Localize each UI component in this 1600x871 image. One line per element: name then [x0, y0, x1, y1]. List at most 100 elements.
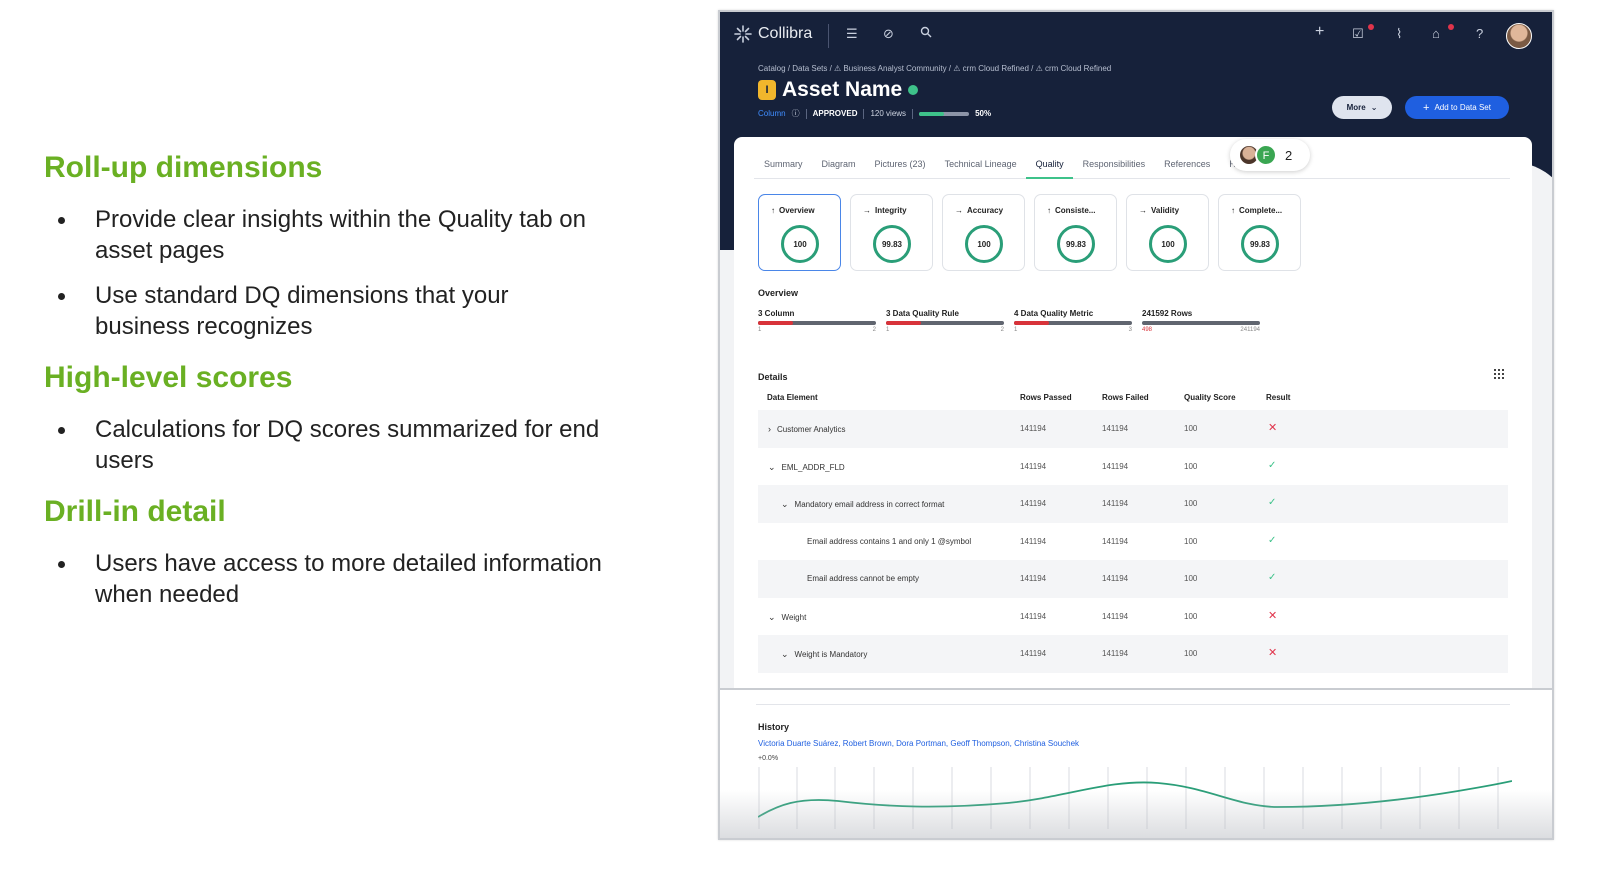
- stat-min: 1: [886, 327, 890, 333]
- stat-min: 1: [1014, 327, 1018, 333]
- arrow-up-icon: ↑: [1047, 206, 1051, 215]
- element-name: Customer Analytics: [777, 425, 846, 434]
- basket-icon[interactable]: ⌂: [1432, 26, 1440, 41]
- user-avatar[interactable]: [1506, 23, 1532, 49]
- grid-menu-icon[interactable]: [1494, 369, 1504, 379]
- dimension-card-consistency[interactable]: ↑ Consiste... 99.83: [1034, 194, 1117, 271]
- overview-stat: 4 Data Quality Metric 1 3: [1014, 309, 1132, 333]
- status-badge: APPROVED: [812, 109, 858, 118]
- more-button[interactable]: More ⌄: [1332, 96, 1392, 119]
- dimension-name: Integrity: [875, 206, 907, 215]
- dimension-label: → Integrity: [863, 206, 907, 215]
- details-title: Details: [758, 372, 788, 382]
- pass-icon: ✓: [1268, 459, 1277, 471]
- chevron-down-icon: ⌄: [1370, 103, 1378, 112]
- quality-score: 100: [1184, 536, 1198, 546]
- table-row[interactable]: ⌄ Mandatory email address in correct form…: [758, 485, 1508, 523]
- pass-icon: ✓: [1268, 572, 1277, 583]
- breadcrumb[interactable]: Catalog / Data Sets / ⚠ Business Analyst…: [758, 64, 1112, 73]
- element-name: Email address contains 1 and only 1 @sym…: [807, 536, 972, 546]
- quality-score: 100: [1184, 574, 1198, 583]
- stat-label: 3 Data Quality Rule: [886, 309, 959, 318]
- asset-name: Asset Name: [782, 78, 903, 101]
- bullet-item: Use standard DQ dimensions that your bus…: [44, 280, 604, 342]
- column-header[interactable]: Result: [1266, 393, 1291, 402]
- asset-tabs: Summary Diagram Pictures (23) Technical …: [754, 153, 1510, 179]
- table-row[interactable]: Email address contains 1 and only 1 @sym…: [758, 523, 1508, 561]
- dimension-name: Accuracy: [967, 206, 1004, 215]
- column-header[interactable]: Quality Score: [1184, 393, 1236, 402]
- score-ring: 100: [965, 225, 1003, 263]
- dimension-card-validity[interactable]: → Validity 100: [1126, 194, 1209, 271]
- tab-references[interactable]: References: [1164, 159, 1211, 169]
- chevron-down-icon[interactable]: ⌄: [768, 611, 776, 622]
- dimension-card-accuracy[interactable]: → Accuracy 100: [942, 194, 1025, 271]
- help-icon[interactable]: ?: [1476, 26, 1484, 41]
- rows-passed: 141194: [1020, 649, 1047, 658]
- table-row[interactable]: › Customer Analytics 141194 141194 100 ✕: [758, 410, 1508, 448]
- asset-type-link[interactable]: Column: [758, 109, 786, 118]
- stat-min: 498: [1142, 327, 1153, 333]
- dimension-card-overview[interactable]: ↑ Overview 100: [758, 194, 841, 271]
- add-label: Add to Data Set: [1434, 103, 1491, 112]
- notification-dot: [1448, 24, 1454, 30]
- rows-failed: 141194: [1102, 611, 1129, 621]
- tab-quality[interactable]: Quality: [1025, 153, 1073, 179]
- rows-passed: 141194: [1020, 424, 1047, 433]
- chevron-right-icon[interactable]: ›: [768, 424, 771, 434]
- section-rollup: Roll-up dimensions Provide clear insight…: [44, 150, 604, 342]
- chevron-down-icon[interactable]: ⌄: [781, 649, 789, 659]
- column-header[interactable]: Data Element: [767, 393, 818, 402]
- stat-label: 241592 Rows: [1142, 309, 1193, 318]
- stat-bar-fill: [1014, 321, 1050, 325]
- add-to-dataset-button[interactable]: + Add to Data Set: [1405, 96, 1509, 119]
- chevron-down-icon[interactable]: ⌄: [781, 499, 789, 509]
- brand-logo[interactable]: Collibra: [734, 25, 812, 43]
- compass-icon[interactable]: ⊘: [883, 26, 894, 41]
- fail-icon: ✕: [1268, 609, 1278, 622]
- menu-icon[interactable]: ☰: [846, 26, 858, 41]
- quality-score: 100: [1184, 424, 1198, 433]
- verified-icon: [908, 85, 919, 95]
- arrow-up-icon: ↑: [771, 206, 775, 215]
- tab-responsibilities[interactable]: Responsibilities: [1082, 159, 1146, 169]
- score-ring: 100: [781, 225, 819, 263]
- bullet-item: Provide clear insights within the Qualit…: [44, 204, 604, 266]
- arrow-right-icon: →: [955, 206, 963, 215]
- section-title: High-level scores: [44, 361, 293, 394]
- chevron-down-icon[interactable]: ⌄: [768, 461, 776, 472]
- tab-technical-lineage[interactable]: Technical Lineage: [944, 159, 1017, 169]
- table-row[interactable]: ⌄ Weight is Mandatory 141194 141194 100 ✕: [758, 635, 1508, 673]
- column-header[interactable]: Rows Passed: [1020, 393, 1072, 402]
- rows-failed: 141194: [1102, 499, 1129, 508]
- rows-passed: 141194: [1020, 536, 1047, 546]
- history-users[interactable]: Victoria Duarte Suárez, Robert Brown, Do…: [758, 739, 1080, 748]
- tab-summary[interactable]: Summary: [764, 159, 803, 169]
- table-row[interactable]: ⌄ Weight 141194 141194 100 ✕: [758, 598, 1508, 636]
- bullet-list: Users have access to more detailed infor…: [44, 548, 604, 610]
- column-header[interactable]: Rows Failed: [1102, 393, 1149, 402]
- overview-stat: 3 Column 1 2: [758, 309, 876, 333]
- stat-max: 2: [1000, 327, 1004, 333]
- search-icon[interactable]: [920, 26, 932, 41]
- rows-failed: 141194: [1102, 574, 1129, 583]
- views-count: 120 views: [870, 109, 907, 118]
- plus-icon: +: [1423, 101, 1430, 114]
- dimension-card-completeness[interactable]: ↑ Complete... 99.83: [1218, 194, 1301, 271]
- stat-bar: [758, 321, 876, 325]
- progress-fill: [919, 111, 945, 116]
- presence-indicator[interactable]: F 2: [1230, 139, 1310, 171]
- arrow-right-icon: →: [1139, 206, 1147, 215]
- stat-bar: [1142, 321, 1260, 325]
- table-row[interactable]: ⌄ EML_ADDR_FLD 141194 141194 100 ✓: [758, 448, 1508, 486]
- tab-pictures[interactable]: Pictures (23): [874, 159, 926, 169]
- dimension-card-integrity[interactable]: → Integrity 99.83: [850, 194, 933, 271]
- table-row[interactable]: Email address cannot be empty 141194 141…: [758, 560, 1508, 598]
- info-icon[interactable]: ⓘ: [791, 109, 800, 118]
- tasks-icon[interactable]: ☑: [1352, 26, 1364, 41]
- slide-text: Roll-up dimensions Provide clear insight…: [44, 150, 604, 628]
- activity-icon[interactable]: ⌇: [1396, 26, 1403, 41]
- plus-icon[interactable]: +: [1315, 23, 1325, 40]
- tab-diagram[interactable]: Diagram: [821, 159, 856, 169]
- arrow-right-icon: →: [863, 206, 871, 215]
